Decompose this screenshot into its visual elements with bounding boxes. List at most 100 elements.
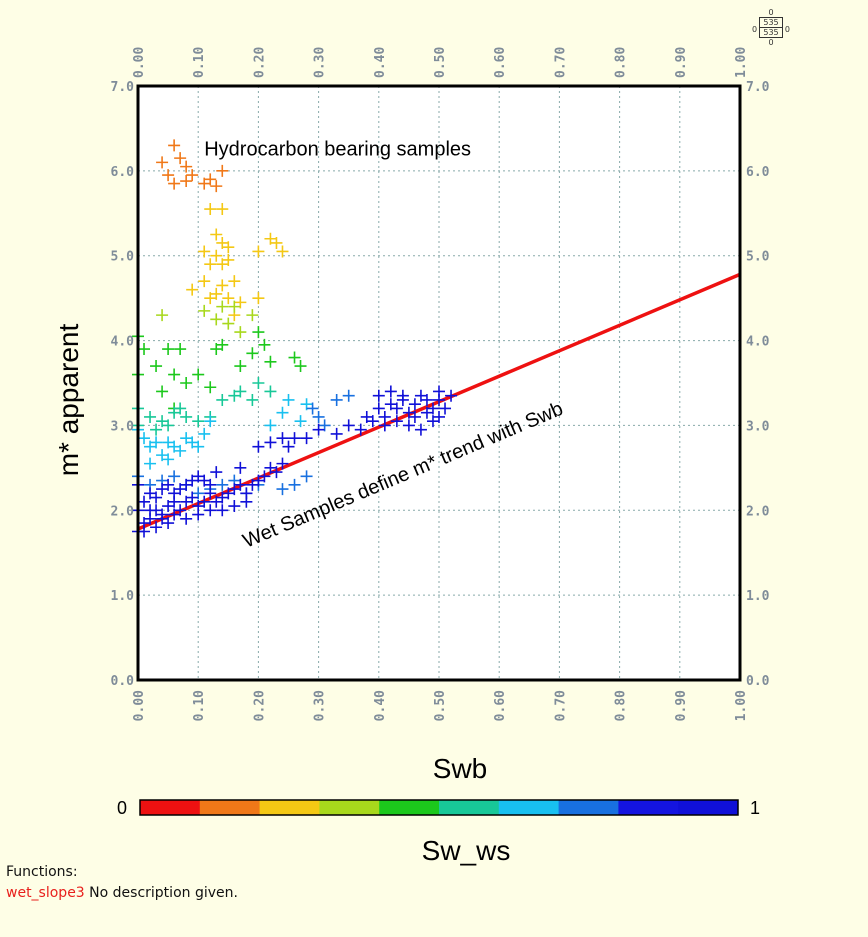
data-point	[198, 245, 211, 258]
data-point	[168, 139, 181, 152]
y-tick-label-right: 0.0	[746, 674, 770, 689]
data-point	[150, 491, 163, 504]
data-point	[330, 427, 343, 440]
data-point	[222, 292, 235, 305]
y-axis-title: m* apparent	[53, 324, 84, 477]
data-point	[264, 355, 277, 368]
colorbar-segment	[439, 800, 500, 815]
scale-value-2: 535	[759, 28, 783, 38]
data-point	[162, 436, 175, 449]
x-axis-title: Swb	[433, 753, 487, 784]
data-point	[210, 180, 223, 193]
data-point	[216, 504, 229, 517]
plot-frame	[136, 84, 742, 682]
data-point	[144, 487, 157, 500]
x-tick-label-top: 0.40	[373, 47, 388, 78]
y-tick-label-right: 1.0	[746, 589, 770, 604]
colorbar-max-label: 1	[750, 798, 760, 818]
data-point	[390, 415, 403, 428]
data-point	[252, 474, 265, 487]
x-tick-label-top: 0.10	[192, 47, 207, 78]
data-point	[252, 377, 265, 389]
data-point	[408, 398, 421, 411]
function-name[interactable]: wet_slope3	[6, 885, 85, 901]
data-point	[216, 393, 229, 406]
scale-bottom: 0	[768, 38, 774, 47]
data-point	[138, 432, 151, 445]
data-point	[174, 483, 187, 496]
y-tick-label-right: 3.0	[746, 419, 770, 434]
data-point	[396, 389, 409, 402]
data-point	[258, 338, 271, 351]
data-point	[270, 236, 283, 249]
data-point	[378, 419, 391, 432]
scale-indicator[interactable]: 0 535 535 0 0 0	[752, 8, 790, 47]
color-scale-bar	[139, 799, 739, 816]
x-tick-label-bottom: 0.60	[493, 690, 508, 721]
data-point	[192, 487, 205, 500]
data-point	[216, 279, 229, 292]
data-point	[216, 338, 229, 351]
data-point	[234, 461, 247, 474]
data-point	[372, 402, 385, 415]
data-point	[198, 427, 211, 440]
data-point	[276, 432, 289, 445]
data-point	[342, 389, 355, 402]
data-point	[330, 393, 343, 406]
annotation-hydrocarbon: Hydrocarbon bearing samples	[204, 138, 471, 160]
x-tick-label-bottom: 0.00	[132, 690, 147, 721]
y-tick-label-left: 1.0	[111, 589, 135, 604]
functions-panel: Functions: wet_slope3 No description giv…	[6, 862, 238, 904]
data-point	[210, 495, 223, 508]
scale-top: 0	[768, 8, 774, 17]
functions-header: Functions:	[6, 864, 78, 880]
data-point	[300, 398, 313, 411]
data-point	[433, 410, 445, 423]
data-point	[168, 368, 181, 381]
data-point	[216, 491, 229, 504]
y-tick-label-left: 3.0	[111, 419, 135, 434]
data-point	[222, 317, 235, 330]
data-point	[180, 432, 193, 445]
data-point	[264, 436, 277, 449]
y-tick-label-right: 5.0	[746, 250, 770, 265]
data-point	[192, 508, 205, 521]
data-point	[426, 415, 439, 428]
data-point	[408, 410, 421, 423]
data-point	[234, 296, 247, 309]
data-point	[234, 326, 247, 339]
data-point	[264, 461, 277, 474]
data-point	[168, 470, 181, 483]
data-point	[433, 385, 445, 398]
data-point	[216, 203, 229, 216]
y-tick-label-right: 2.0	[746, 504, 770, 519]
y-tick-label-right: 4.0	[746, 335, 770, 350]
tick-labels: 0.00 0.00 0.10 0.10 0.20 0.20 0.30 0.30 0.40 0.40…	[111, 47, 770, 722]
data-point	[150, 360, 163, 373]
data-point	[402, 419, 415, 432]
colorbar-min-label: 0	[117, 798, 127, 818]
data-point	[144, 410, 157, 423]
data-point	[204, 173, 217, 186]
data-point	[420, 393, 433, 406]
data-point	[306, 402, 319, 415]
colorbar-segment	[558, 800, 619, 815]
data-point	[186, 436, 199, 449]
x-tick-label-bottom: 1.00	[734, 690, 749, 721]
data-point	[204, 292, 217, 305]
y-tick-label-left: 7.0	[111, 80, 135, 95]
data-point	[360, 410, 373, 423]
data-point	[162, 169, 175, 182]
data-point	[300, 470, 313, 483]
data-point	[156, 385, 169, 398]
x-tick-label-top: 0.20	[252, 47, 267, 78]
data-point	[180, 377, 193, 389]
colorbar-segment	[379, 800, 440, 815]
function-entry: wet_slope3 No description given.	[6, 883, 238, 904]
data-point	[138, 495, 151, 508]
y-tick-label-left: 5.0	[111, 250, 135, 265]
data-point	[354, 423, 367, 436]
data-point	[282, 393, 295, 406]
data-point	[216, 300, 229, 313]
